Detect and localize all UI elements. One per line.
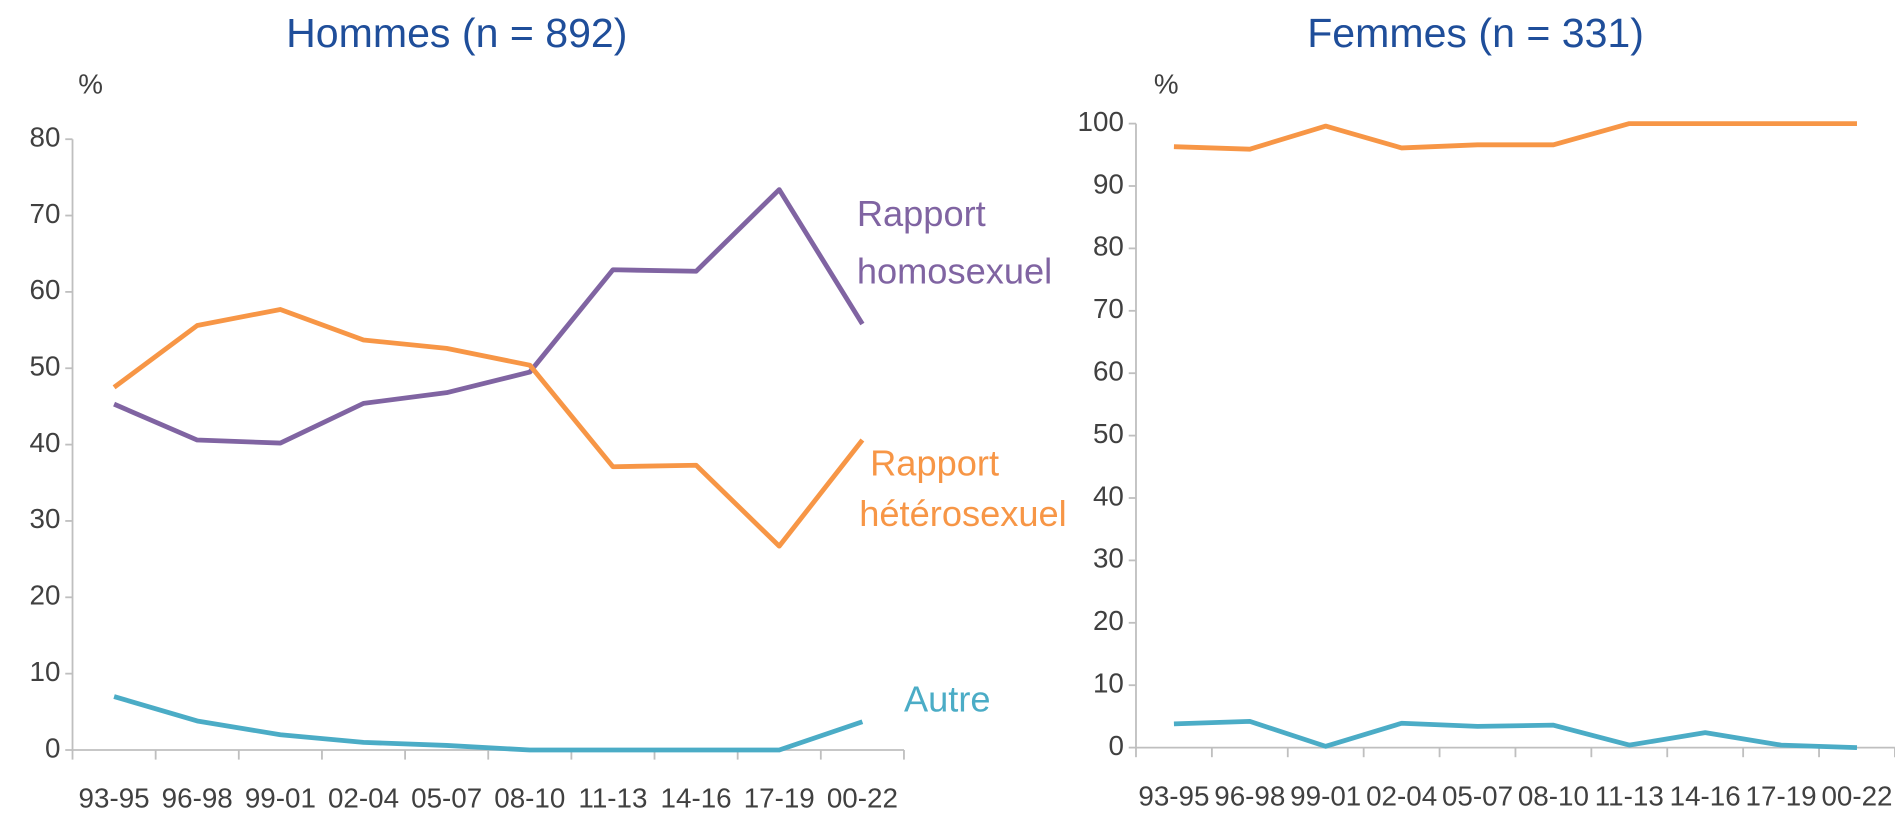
series-label: Rapport homosexuel (857, 193, 1052, 291)
y-tick-label: 20 (1093, 605, 1124, 636)
x-tick-label: 08-10 (1518, 780, 1589, 811)
x-tick-label: 93-95 (1138, 780, 1209, 811)
x-tick-label: 96-98 (162, 783, 233, 814)
y-tick-label: 0 (45, 732, 60, 763)
y-tick-label: 90 (1093, 168, 1124, 199)
y-tick-label: 0 (1108, 730, 1123, 761)
y-axis-label: % (1154, 69, 1179, 100)
x-tick-label: 93-95 (79, 783, 150, 814)
y-tick-label: 80 (30, 122, 61, 153)
series-line (113, 187, 865, 446)
series-line (113, 694, 864, 753)
y-tick-label: 10 (1093, 668, 1124, 699)
y-axis-label: % (78, 69, 103, 100)
x-tick-label: 99-01 (1290, 780, 1361, 811)
y-tick-label: 70 (1093, 293, 1124, 324)
x-tick-label: 14-16 (1670, 780, 1741, 811)
y-tick-label: 10 (30, 656, 61, 687)
x-tick-label: 17-19 (744, 783, 815, 814)
x-tick-label: 14-16 (661, 783, 732, 814)
y-tick-label: 40 (1093, 480, 1124, 511)
x-tick-label: 08-10 (494, 783, 565, 814)
y-tick-label: 60 (1093, 356, 1124, 387)
x-tick-label: 00-22 (1821, 780, 1892, 811)
x-tick-label: 05-07 (1442, 780, 1513, 811)
x-tick-label: 02-04 (1366, 780, 1437, 811)
y-tick-label: 30 (30, 503, 61, 534)
x-tick-label: 11-13 (1595, 780, 1664, 811)
series-line (1173, 718, 1858, 750)
y-tick-label: 100 (1078, 106, 1124, 137)
x-tick-label: 02-04 (328, 783, 399, 814)
y-tick-label: 30 (1093, 543, 1124, 574)
series-label: Rapport hétérosexuel (859, 442, 1066, 533)
y-tick-label: 40 (30, 427, 61, 458)
chart-title: Hommes (n = 892) (286, 10, 627, 56)
series-line (112, 307, 865, 549)
y-tick-label: 70 (30, 198, 61, 229)
series-label: Autre (904, 679, 991, 720)
x-tick-label: 05-07 (411, 783, 482, 814)
x-tick-label: 17-19 (1746, 780, 1817, 811)
series-line (1173, 121, 1857, 152)
chart-title: Femmes (n = 331) (1307, 10, 1644, 56)
y-tick-label: 50 (1093, 418, 1124, 449)
y-tick-label: 60 (30, 274, 61, 305)
x-tick-label: 00-22 (827, 783, 898, 814)
y-tick-label: 20 (30, 580, 61, 611)
x-tick-label: 99-01 (245, 783, 316, 814)
y-tick-label: 50 (30, 351, 61, 382)
x-tick-label: 96-98 (1214, 780, 1285, 811)
x-tick-label: 11-13 (578, 783, 647, 814)
y-tick-label: 80 (1093, 231, 1124, 262)
